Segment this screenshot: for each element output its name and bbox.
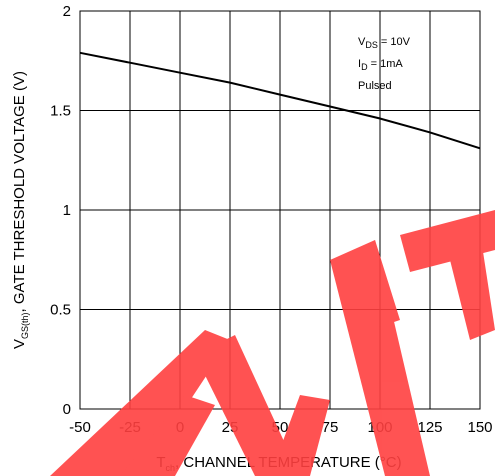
annotation-box: VDS = 10V ID = 1mA Pulsed <box>358 36 411 92</box>
series-line <box>79 51 481 150</box>
watermark-stroke-1 <box>50 330 230 476</box>
y-tick-label: 0.5 <box>50 302 71 319</box>
watermark-stroke-2 <box>120 395 215 476</box>
watermark-stroke-5 <box>330 240 430 476</box>
plot-area-border <box>79 10 481 410</box>
annotation-vds: VDS = 10V <box>358 36 411 50</box>
watermark-stroke-4 <box>270 395 330 476</box>
y-tick-label: 2 <box>63 3 71 20</box>
annotation-id: ID = 1mA <box>358 58 403 72</box>
watermark-stroke-6 <box>345 240 400 330</box>
watermark-stroke-8 <box>445 232 495 340</box>
x-tick-label: 75 <box>322 419 339 436</box>
annotation-pulsed: Pulsed <box>358 80 392 92</box>
y-tick-labels: 0 0.5 1 1.5 2 <box>50 3 71 418</box>
x-tick-label: -50 <box>69 419 91 436</box>
x-tick-label: 150 <box>467 419 492 436</box>
watermark-stroke-3 <box>195 335 300 476</box>
grid-lines <box>79 10 481 410</box>
x-tick-label: 125 <box>417 419 442 436</box>
watermark <box>50 210 495 476</box>
y-tick-label: 1 <box>63 202 71 219</box>
y-tick-label: 1.5 <box>50 103 71 120</box>
y-tick-label: 0 <box>63 401 71 418</box>
y-axis-label: VGS(th), GATE THRESHOLD VOLTAGE (V) <box>11 71 30 349</box>
